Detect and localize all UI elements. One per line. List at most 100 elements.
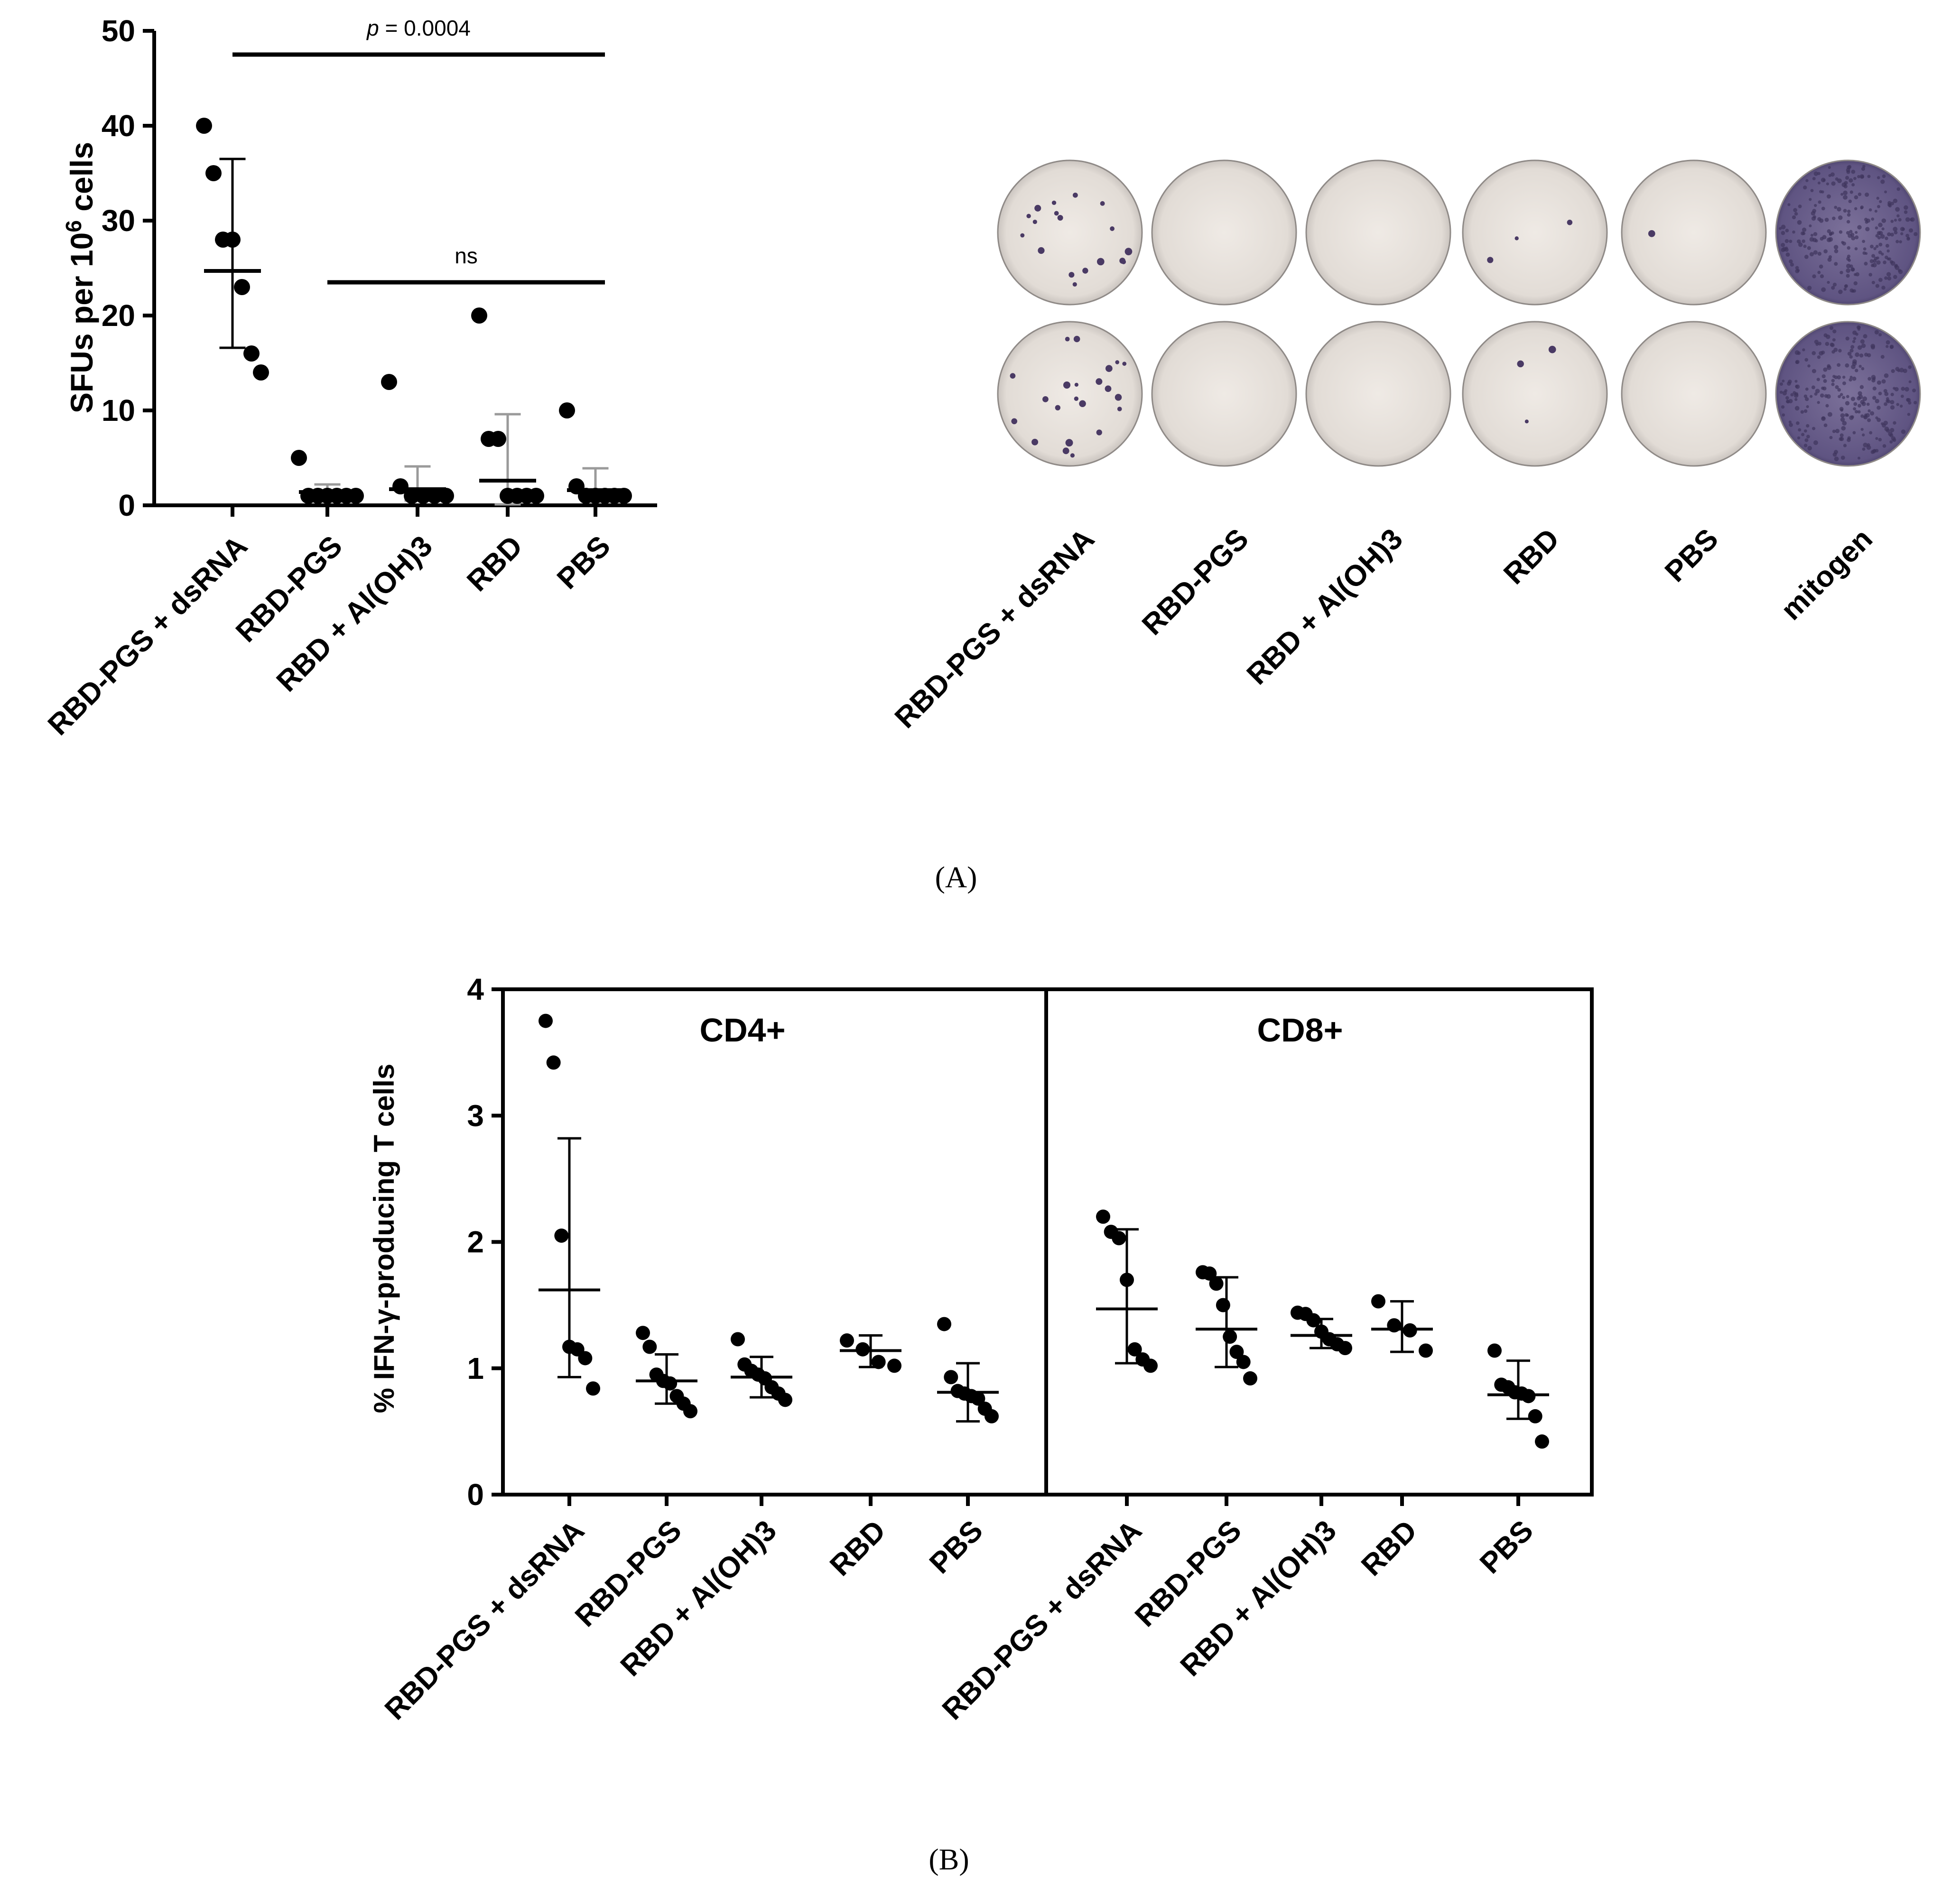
elispot-spot xyxy=(1065,336,1070,342)
elispot-spot xyxy=(1851,364,1856,369)
elispot-spot xyxy=(1813,250,1818,255)
elispot-spot xyxy=(1802,348,1805,352)
elispot-spot xyxy=(1074,382,1078,387)
elispot-well-label: mitogen xyxy=(1775,522,1879,626)
elispot-spot xyxy=(1797,436,1801,440)
elispot-spot xyxy=(1807,446,1812,451)
elispot-spot xyxy=(1849,375,1853,379)
elispot-spot xyxy=(1034,205,1041,212)
elispot-spot xyxy=(1817,172,1821,175)
elispot-spot xyxy=(1011,418,1018,425)
panel-b-series xyxy=(539,1013,1549,1449)
panel-a-axes xyxy=(152,31,657,507)
elispot-spot xyxy=(1875,226,1878,230)
elispot-spot xyxy=(1890,400,1895,405)
elispot-spot xyxy=(1832,216,1836,221)
elispot-spot xyxy=(1870,344,1876,349)
elispot-spot xyxy=(1811,385,1815,390)
elispot-spot xyxy=(1054,211,1059,216)
elispot-wells xyxy=(997,159,1921,467)
elispot-spot xyxy=(1852,340,1856,344)
panel-b-data-point xyxy=(731,1332,745,1347)
elispot-spot xyxy=(1860,428,1864,431)
elispot-spot xyxy=(1517,360,1524,368)
panel-a-group xyxy=(381,374,454,504)
elispot-spot xyxy=(1815,389,1820,394)
elispot-spot xyxy=(1867,377,1872,381)
elispot-spot xyxy=(1846,220,1850,224)
elispot-spot xyxy=(1872,396,1876,400)
elispot-spot xyxy=(1838,215,1843,220)
panel-a-data-point xyxy=(234,279,250,295)
elispot-spot xyxy=(1648,230,1655,237)
panel-b-data-point xyxy=(1127,1342,1142,1357)
elispot-spot xyxy=(1026,214,1031,219)
elispot-spot xyxy=(1868,273,1873,277)
elispot-spot xyxy=(1881,218,1886,223)
elispot-spot xyxy=(1811,369,1816,373)
panel-b-facet-title-cd8: CD8+ xyxy=(1257,1012,1343,1049)
elispot-spot xyxy=(1885,236,1888,241)
elispot-spot xyxy=(1057,215,1063,221)
elispot-spot xyxy=(1884,190,1887,194)
elispot-spot xyxy=(1853,402,1858,406)
elispot-spot xyxy=(1820,393,1824,398)
elispot-spot xyxy=(1810,395,1813,398)
panel-a-data-point xyxy=(559,402,575,418)
elispot-spot xyxy=(1849,190,1853,194)
elispot-spot xyxy=(1821,206,1825,211)
elispot-spot xyxy=(1839,407,1844,411)
elispot-spot xyxy=(1838,349,1842,353)
elispot-spot xyxy=(1822,386,1827,390)
elispot-spot xyxy=(1904,205,1908,210)
elispot-spot xyxy=(1803,409,1808,413)
elispot-spot xyxy=(1859,353,1864,358)
elispot-spot xyxy=(1804,254,1809,259)
elispot-spot xyxy=(1063,381,1071,389)
elispot-spot xyxy=(1901,387,1905,391)
elispot-spot xyxy=(1886,257,1890,260)
panel-a-significance-label: p = 0.0004 xyxy=(366,16,471,40)
elispot-spot xyxy=(1887,276,1892,281)
elispot-spot xyxy=(1813,440,1818,445)
elispot-spot xyxy=(1886,399,1891,404)
elispot-spot xyxy=(1905,233,1909,238)
elispot-spot xyxy=(1899,240,1902,243)
elispot-spot xyxy=(1117,407,1122,411)
elispot-spot xyxy=(1861,401,1866,406)
elispot-spot xyxy=(1893,421,1896,425)
elispot-spot xyxy=(1837,363,1841,367)
elispot-spot xyxy=(1804,358,1809,362)
elispot-spot xyxy=(1849,288,1854,293)
elispot-spot xyxy=(1894,387,1899,391)
elispot-spot xyxy=(1846,257,1850,261)
elispot-spot xyxy=(1883,389,1887,393)
panel-a-data-point xyxy=(404,488,420,504)
panel-a-x-tick-label: PBS xyxy=(551,530,617,595)
elispot-spot xyxy=(1860,339,1865,344)
elispot-spot xyxy=(1903,369,1907,373)
elispot-spot xyxy=(1828,237,1833,242)
elispot-spot xyxy=(1862,433,1865,437)
elispot-spot xyxy=(1051,200,1057,205)
elispot-spot xyxy=(1806,424,1810,428)
elispot-spot xyxy=(1871,378,1876,383)
elispot-spot xyxy=(1874,210,1877,213)
elispot-spot xyxy=(1855,410,1858,414)
elispot-spot xyxy=(1871,254,1876,258)
elispot-spot xyxy=(1845,176,1849,180)
elispot-spot xyxy=(1890,202,1895,205)
elispot-well-plate xyxy=(1621,159,1767,306)
elispot-spot xyxy=(1830,326,1834,330)
elispot-spot xyxy=(1072,282,1077,287)
elispot-spot xyxy=(1875,399,1879,404)
elispot-spot xyxy=(1827,280,1830,284)
elispot-spot xyxy=(1805,179,1809,182)
panel-b-data-point xyxy=(871,1355,886,1369)
elispot-spot xyxy=(1895,240,1899,243)
elispot-spot xyxy=(1890,232,1894,237)
elispot-spot xyxy=(1781,405,1785,409)
elispot-spot xyxy=(1841,426,1846,431)
elispot-spot xyxy=(1848,199,1852,204)
